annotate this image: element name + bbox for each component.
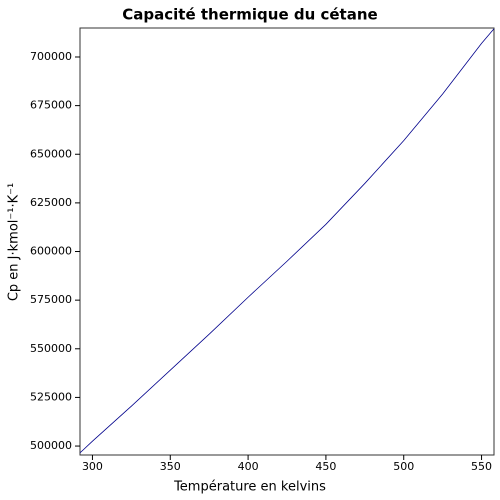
chart-title: Capacité thermique du cétane [122, 6, 377, 24]
plot-frame [79, 27, 495, 456]
x-axis-label: Température en kelvins [173, 480, 326, 495]
x-tick-label: 300 [82, 460, 103, 473]
x-tick-label: 400 [238, 460, 259, 473]
x-tick-label: 500 [393, 460, 414, 473]
y-tick-label: 650000 [30, 147, 72, 160]
y-tick-label: 675000 [30, 99, 72, 112]
y-tick-label: 525000 [30, 390, 72, 403]
y-tick-label: 500000 [30, 439, 72, 452]
y-tick-label: 700000 [30, 50, 72, 63]
x-tick-label: 350 [160, 460, 181, 473]
x-tick-label: 550 [471, 460, 492, 473]
y-tick-label: 550000 [30, 342, 72, 355]
data-line [79, 28, 495, 454]
x-tick-label: 450 [315, 460, 336, 473]
y-tick-label: 600000 [30, 245, 72, 258]
y-axis-label: Cp en J·kmol⁻¹·K⁻¹ [7, 183, 22, 301]
y-tick-label: 625000 [30, 196, 72, 209]
y-tick-label: 575000 [30, 293, 72, 306]
